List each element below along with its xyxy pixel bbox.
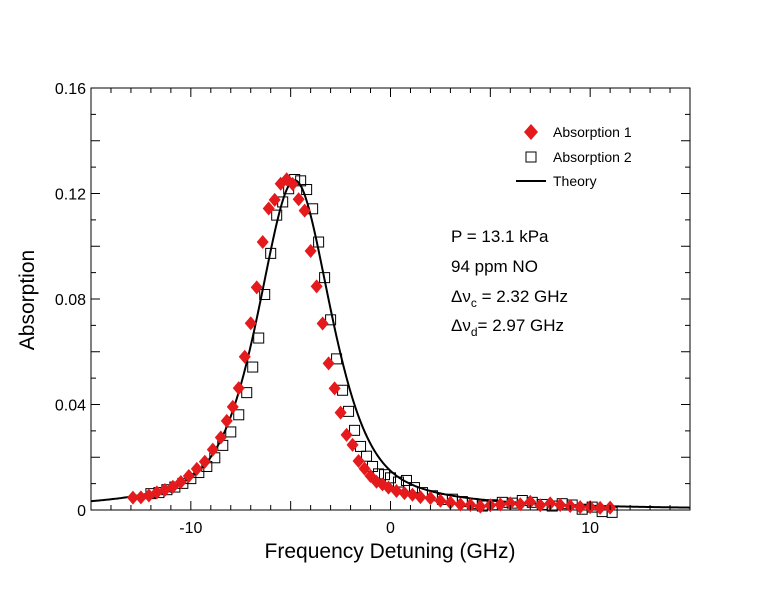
absorption-1-point: [304, 243, 317, 258]
absorption-1-point: [554, 497, 567, 512]
annotation-concentration: 94 ppm NO: [451, 257, 538, 276]
y-axis-title: Absorption: [16, 250, 39, 350]
axis-ticks: [90, 87, 691, 511]
absorption-1-point: [250, 280, 263, 295]
absorption-1-point: [134, 490, 147, 505]
absorption-2-point: [225, 426, 237, 438]
absorption-1-point: [244, 316, 257, 331]
absorption-2-point: [233, 409, 245, 421]
absorption-1-point: [328, 381, 341, 396]
absorption-1-point: [434, 493, 447, 508]
legend-entry-absorption-1: Absorption 1: [524, 124, 632, 140]
absorption-1-point: [316, 316, 329, 331]
annotation-doppler-width: Δνd= 2.97 GHz: [451, 316, 564, 339]
absorption-1-series: [126, 172, 617, 515]
absorption-2-point: [385, 472, 396, 484]
legend: Absorption 1 Absorption 2 Theory: [506, 117, 662, 193]
absorption-2-point: [379, 469, 391, 481]
absorption-2-point: [271, 209, 283, 221]
absorption-1-point: [398, 486, 411, 501]
absorption-1-point: [268, 192, 281, 207]
absorption-1-point: [226, 399, 239, 414]
absorption-1-point: [340, 427, 353, 442]
absorption-1-point: [524, 494, 537, 509]
y-tick-label: 0: [77, 503, 86, 520]
absorption-1-point: [504, 496, 517, 511]
absorption-1-point: [534, 498, 547, 513]
legend-label-absorption-2: Absorption 2: [553, 149, 632, 165]
absorption-2-point: [361, 450, 373, 462]
absorption-1-point: [166, 479, 179, 494]
absorption-2-point: [313, 236, 325, 248]
absorption-1-point: [262, 201, 275, 216]
theory-curve-group: [90, 179, 691, 509]
absorption-1-point: [474, 499, 487, 514]
y-tick-label: 0.04: [55, 398, 86, 415]
absorption-1-point: [352, 453, 365, 468]
absorption-2-point: [241, 387, 253, 399]
absorption-2-point: [400, 474, 412, 486]
conditions-annotation: P = 13.1 kPa 94 ppm NO Δνc = 2.32 GHz Δν…: [451, 227, 568, 339]
absorption-1-point: [454, 497, 467, 512]
absorption-2-series: [145, 174, 618, 518]
absorption-1-point: [444, 495, 457, 510]
y-tick-label: 0.16: [55, 81, 86, 98]
absorption-1-point: [358, 461, 371, 476]
absorption-2-point: [301, 184, 313, 196]
absorption-1-point: [310, 279, 323, 294]
x-tick-labels: -10 0 10: [179, 520, 599, 537]
absorption-2-point: [349, 424, 361, 436]
absorption-1-point: [424, 491, 437, 506]
absorption-2-point: [259, 289, 271, 301]
absorption-2-point: [331, 353, 343, 365]
absorption-1-point: [182, 468, 195, 483]
absorption-1-point: [544, 496, 557, 511]
legend-marker-diamond: [524, 124, 538, 140]
absorption-1-point: [334, 405, 347, 420]
legend-label-absorption-1: Absorption 1: [553, 124, 632, 140]
absorption-1-point: [214, 430, 227, 445]
absorption-1-point: [238, 349, 251, 364]
absorption-1-point: [286, 177, 299, 192]
absorption-1-point: [190, 461, 203, 476]
x-tick-label: 10: [581, 520, 599, 537]
legend-entry-theory: Theory: [516, 173, 597, 189]
absorption-1-point: [494, 497, 507, 512]
absorption-1-point: [574, 500, 587, 515]
absorption-2-point: [253, 332, 265, 344]
x-tick-label: -10: [179, 520, 202, 537]
absorption-2-point: [319, 272, 331, 284]
y-tick-label: 0.08: [55, 292, 86, 309]
absorption-1-point: [220, 413, 233, 428]
absorption-1-point: [390, 484, 403, 499]
absorption-1-point: [198, 454, 211, 469]
x-axis-title: Frequency Detuning (GHz): [265, 540, 516, 563]
absorption-1-point: [292, 192, 305, 207]
absorption-1-point: [322, 356, 335, 371]
y-tick-label: 0.12: [55, 187, 86, 204]
absorption-1-point: [346, 437, 359, 452]
absorption-1-point: [256, 235, 269, 250]
absorption-2-point: [325, 314, 337, 326]
absorption-1-point: [464, 497, 477, 512]
absorption-2-point: [265, 247, 277, 259]
legend-label-theory: Theory: [553, 173, 597, 189]
absorption-1-point: [206, 442, 219, 457]
absorption-1-point: [594, 500, 607, 515]
legend-marker-square: [525, 151, 537, 163]
absorption-1-point: [126, 490, 139, 505]
absorption-1-point: [514, 497, 527, 512]
absorption-2-point: [247, 361, 259, 373]
legend-entry-absorption-2: Absorption 2: [525, 149, 632, 165]
theory-curve: [90, 179, 691, 509]
annotation-pressure: P = 13.1 kPa: [451, 227, 549, 246]
annotation-collisional-width: Δνc = 2.32 GHz: [451, 287, 568, 310]
absorption-1-point: [232, 381, 245, 396]
absorption-1-point: [174, 475, 187, 490]
absorption-1-point: [298, 203, 311, 218]
x-tick-label: 0: [386, 520, 395, 537]
absorption-1-point: [414, 490, 427, 505]
y-tick-labels: 0 0.04 0.08 0.12 0.16: [55, 81, 86, 520]
